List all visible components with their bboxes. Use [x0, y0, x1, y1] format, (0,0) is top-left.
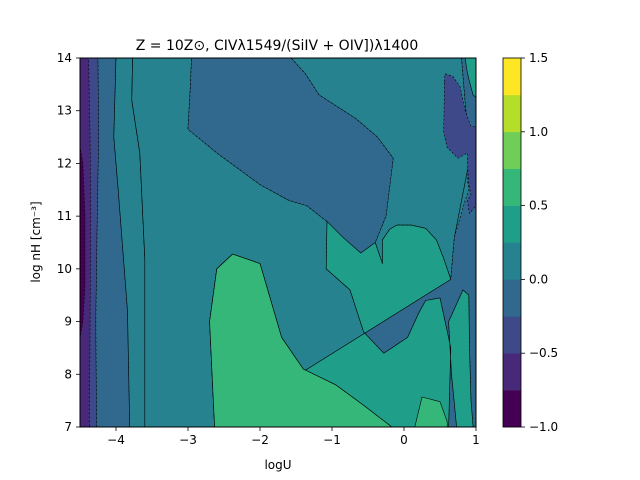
contour-region-7	[443, 73, 476, 214]
colorbar-segment-9	[503, 58, 521, 96]
colorbar-segment-0	[503, 390, 521, 428]
contour-region-2	[80, 147, 86, 338]
colorbar-segment-5	[503, 205, 521, 243]
y-axis: 7 8 9 10 11 12 13 14	[57, 51, 80, 434]
colorbar-segment-7	[503, 131, 521, 169]
colorbar-tick-label-1: −0.5	[529, 346, 558, 360]
colorbar-segment-4	[503, 242, 521, 280]
colorbar-tick-label-5: 1.5	[529, 51, 548, 65]
contour-region-8	[464, 58, 476, 98]
colorbar	[502, 57, 522, 428]
chart-title: Z = 10Z⊙, CIVλ1549/(SiIV + OIV])λ1400	[136, 38, 419, 54]
x-tick-label-1: −3	[179, 433, 197, 447]
y-tick-label-3: 10	[57, 262, 72, 276]
x-tick-label-3: −1	[323, 433, 341, 447]
colorbar-axis: −1.0 −0.5 0.0 0.5 1.0 1.5	[521, 51, 558, 434]
x-tick-label-0: −4	[107, 433, 125, 447]
colorbar-segment-1	[503, 353, 521, 391]
y-tick-label-6: 13	[57, 104, 72, 118]
colorbar-tick-label-3: 0.5	[529, 199, 548, 213]
contour-region-1	[80, 58, 92, 427]
colorbar-segment-3	[503, 279, 521, 317]
contour-region-3	[95, 58, 130, 427]
y-tick-label-0: 7	[64, 420, 72, 434]
colorbar-segment-2	[503, 316, 521, 354]
contour-region-11	[414, 396, 448, 427]
y-tick-label-4: 11	[57, 209, 72, 223]
x-axis-label: logU	[264, 458, 291, 472]
y-axis-label: log nH [cm⁻³]	[29, 201, 43, 282]
contour-region-10	[209, 253, 393, 427]
x-tick-label-2: −2	[251, 433, 269, 447]
y-tick-label-1: 8	[64, 367, 72, 381]
colorbar-segment-6	[503, 168, 521, 206]
colorbar-tick-label-2: 0.0	[529, 272, 548, 286]
colorbar-segment-8	[503, 94, 521, 133]
y-tick-label-2: 9	[64, 315, 72, 329]
colorbar-tick-label-0: −1.0	[529, 420, 558, 434]
y-tick-label-7: 14	[57, 51, 72, 65]
x-tick-label-4: 0	[400, 433, 408, 447]
x-tick-label-5: 1	[472, 433, 480, 447]
contour-regions	[80, 58, 476, 427]
colorbar-frame	[502, 57, 522, 428]
x-axis: −4 −3 −2 −1 0 1	[107, 427, 480, 447]
y-tick-label-5: 12	[57, 156, 72, 170]
plot-area	[79, 57, 477, 428]
colorbar-tick-label-4: 1.0	[529, 125, 548, 139]
plot-frame	[79, 57, 477, 428]
